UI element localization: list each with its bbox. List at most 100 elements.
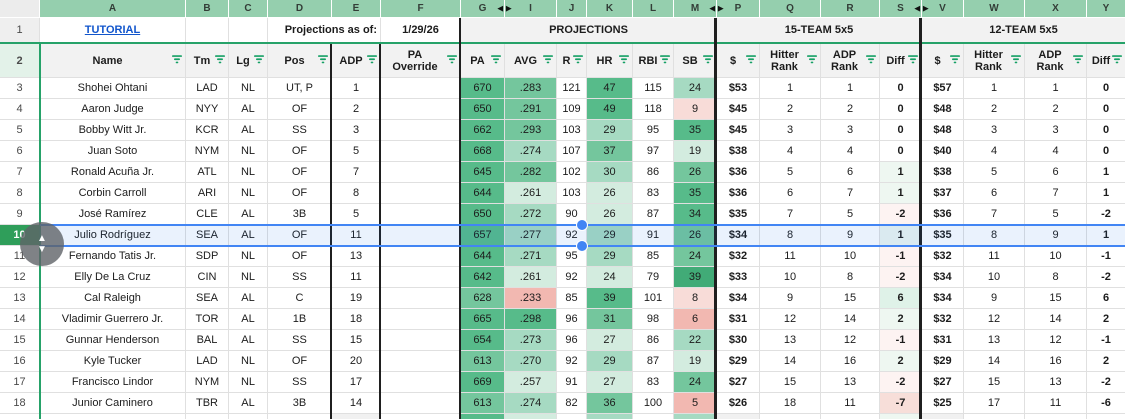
cell-adp-rank-15[interactable]: 1 <box>821 78 879 98</box>
cell-pa[interactable]: 650 <box>461 204 504 224</box>
cell-b1[interactable] <box>186 18 228 42</box>
cell-name[interactable]: Juan Soto <box>40 141 185 161</box>
cell-usd-12[interactable]: $57 <box>922 78 963 98</box>
cell-adp[interactable]: 11 <box>332 267 380 287</box>
cell-usd-12[interactable]: $32 <box>922 246 963 266</box>
row-header-1[interactable]: 1 <box>0 18 39 42</box>
cell-usd-15[interactable]: $34 <box>717 225 759 245</box>
cell-avg[interactable]: .274 <box>505 141 556 161</box>
header-sb[interactable]: SB <box>674 44 716 77</box>
cell-adp[interactable]: 1 <box>332 78 380 98</box>
cell-usd-12[interactable]: $34 <box>922 288 963 308</box>
filter-icon[interactable] <box>949 54 961 65</box>
cell-partial[interactable] <box>505 414 556 419</box>
header-usd-12[interactable]: $ <box>922 44 963 77</box>
cell-r[interactable]: 109 <box>557 99 586 119</box>
cell-usd-15[interactable]: $45 <box>717 99 759 119</box>
cell-pa-override[interactable] <box>381 141 460 161</box>
cell-name[interactable]: Gunnar Henderson <box>40 330 185 350</box>
cell-diff-15[interactable]: 0 <box>880 141 921 161</box>
cell-hr[interactable]: 24 <box>587 267 632 287</box>
filter-icon[interactable] <box>572 54 584 65</box>
row-header-4[interactable]: 4 <box>0 99 39 119</box>
cell-usd-15[interactable]: $29 <box>717 351 759 371</box>
cell-rbi[interactable]: 98 <box>633 309 673 329</box>
cell-lg[interactable]: AL <box>229 309 267 329</box>
cell-pa[interactable]: 613 <box>461 351 504 371</box>
cell-avg[interactable]: .261 <box>505 267 556 287</box>
cell-pa[interactable]: 644 <box>461 183 504 203</box>
column-header-F[interactable]: F <box>381 0 460 17</box>
cell-usd-15[interactable]: $36 <box>717 183 759 203</box>
cell-diff-12[interactable]: 6 <box>1087 288 1125 308</box>
column-header-W[interactable]: W <box>964 0 1024 17</box>
cell-adp[interactable]: 15 <box>332 330 380 350</box>
cell-hitter-rank-15[interactable]: 2 <box>760 99 820 119</box>
cell-lg[interactable]: AL <box>229 393 267 413</box>
cell-hitter-rank-12[interactable]: 11 <box>964 246 1024 266</box>
cell-pa[interactable]: 657 <box>461 225 504 245</box>
cell-diff-12[interactable]: -1 <box>1087 330 1125 350</box>
cell-usd-15[interactable]: $53 <box>717 78 759 98</box>
cell-rbi[interactable]: 101 <box>633 288 673 308</box>
cell-hitter-rank-15[interactable]: 18 <box>760 393 820 413</box>
row-header-3[interactable]: 3 <box>0 78 39 98</box>
cell-diff-15[interactable]: 2 <box>880 351 921 371</box>
cell-usd-12[interactable]: $31 <box>922 330 963 350</box>
cell-usd-12[interactable]: $35 <box>922 225 963 245</box>
cell-hitter-rank-15[interactable]: 9 <box>760 288 820 308</box>
column-header-D[interactable]: D <box>268 0 331 17</box>
cell-usd-15[interactable]: $31 <box>717 309 759 329</box>
cell-diff-15[interactable]: 2 <box>880 309 921 329</box>
cell-pa[interactable]: 628 <box>461 288 504 308</box>
cell-usd-12[interactable]: $38 <box>922 162 963 182</box>
collapsed-columns-icon[interactable]: ◀ <box>709 5 715 12</box>
header-adp-rank-12[interactable]: ADP Rank <box>1025 44 1086 77</box>
cell-avg[interactable]: .270 <box>505 351 556 371</box>
column-header-X[interactable]: X <box>1025 0 1086 17</box>
cell-r[interactable]: 103 <box>557 120 586 140</box>
cell-avg[interactable]: .283 <box>505 78 556 98</box>
header-hitter-rank-15[interactable]: Hitter Rank <box>760 44 820 77</box>
cell-partial[interactable] <box>922 414 963 419</box>
cell-adp-rank-12[interactable]: 6 <box>1025 162 1086 182</box>
cell-lg[interactable]: NL <box>229 372 267 392</box>
cell-usd-12[interactable]: $29 <box>922 351 963 371</box>
cell-hr[interactable]: 29 <box>587 246 632 266</box>
column-header-M[interactable]: M ◀ <box>674 0 716 17</box>
cell-lg[interactable]: AL <box>229 288 267 308</box>
tutorial-link[interactable]: TUTORIAL <box>84 24 141 36</box>
cell-lg[interactable]: NL <box>229 267 267 287</box>
cell-r[interactable]: 92 <box>557 225 586 245</box>
cell-adp[interactable]: 20 <box>332 351 380 371</box>
cell-hitter-rank-12[interactable]: 9 <box>964 288 1024 308</box>
cell-diff-15[interactable]: -2 <box>880 267 921 287</box>
row-header-12[interactable]: 12 <box>0 267 39 287</box>
cell-tm[interactable]: SEA <box>186 288 228 308</box>
row-header-14[interactable]: 14 <box>0 309 39 329</box>
cell-avg[interactable]: .291 <box>505 99 556 119</box>
cell-pos[interactable]: OF <box>268 225 331 245</box>
cell-hr[interactable]: 29 <box>587 225 632 245</box>
header-adp[interactable]: ADP <box>332 44 380 77</box>
cell-avg[interactable]: .293 <box>505 120 556 140</box>
filter-icon[interactable] <box>171 54 183 65</box>
projections-as-of-label[interactable]: Projections as of: <box>268 18 380 42</box>
cell-sb[interactable]: 34 <box>674 204 716 224</box>
cell-r[interactable]: 90 <box>557 204 586 224</box>
header-hitter-rank-12[interactable]: Hitter Rank <box>964 44 1024 77</box>
cell-r[interactable]: 102 <box>557 162 586 182</box>
header-pa-override[interactable]: PA Override <box>381 44 460 77</box>
cell-name[interactable]: Julio Rodríguez <box>40 225 185 245</box>
cell-partial[interactable] <box>674 414 716 419</box>
cell-usd-15[interactable]: $27 <box>717 372 759 392</box>
cell-hr[interactable]: 30 <box>587 162 632 182</box>
cell-usd-12[interactable]: $40 <box>922 141 963 161</box>
cell-rbi[interactable]: 86 <box>633 162 673 182</box>
cell-diff-15[interactable]: 1 <box>880 162 921 182</box>
row-header-18[interactable]: 18 <box>0 393 39 413</box>
cell-sb[interactable]: 19 <box>674 351 716 371</box>
cell-tm[interactable]: SEA <box>186 225 228 245</box>
cell-r[interactable]: 121 <box>557 78 586 98</box>
filter-icon[interactable] <box>366 54 378 65</box>
